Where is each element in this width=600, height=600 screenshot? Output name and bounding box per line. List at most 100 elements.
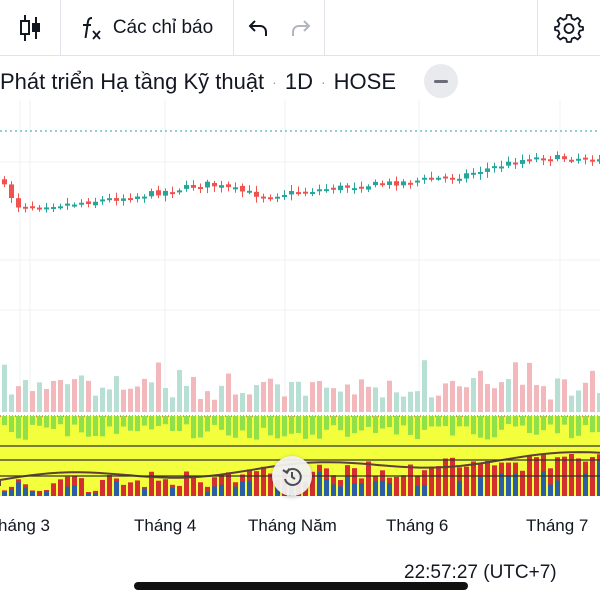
price-chart[interactable] [0,100,600,512]
candle [457,178,462,181]
volume-bar [352,394,357,412]
oscillator-bar [121,416,126,427]
candle [492,166,497,169]
volume-bar [114,376,119,412]
candle [226,184,231,188]
candle [345,185,350,188]
candle [205,181,210,188]
volume-bar [541,386,546,412]
candle [359,186,364,189]
candle [100,199,105,202]
volume-bar [282,396,287,412]
undo-button[interactable] [234,0,280,55]
candle [436,177,441,180]
oscillator-bar [51,416,56,429]
symbol-interval: 1D [284,69,313,94]
oscillator-bar [23,416,28,440]
oscillator-bar [9,416,14,433]
settings-button[interactable] [538,0,600,55]
volume-bar [65,384,70,412]
oscillator-bar [65,476,70,496]
volume-bar [254,385,259,412]
candle [212,182,217,187]
oscillator-bar [37,490,42,496]
volume-bar [93,395,98,412]
oscillator-bar [247,416,252,439]
volume-bar [261,381,266,412]
oscillator-bar [114,416,119,434]
oscillator-bar [205,491,210,496]
oscillator-bar [415,416,420,440]
time-tick-label: háng 3 [0,516,50,535]
candle [2,179,7,185]
oscillator-bar [156,416,161,427]
volume-bar [583,382,588,412]
candle [548,159,553,162]
volume-bar [9,394,14,412]
redo-button[interactable] [280,0,324,55]
volume-bar [338,391,343,412]
candle [86,201,91,205]
oscillator-bar [345,476,350,496]
oscillator-bar [275,486,280,496]
volume-bar [135,386,140,412]
candle [51,207,56,210]
oscillator-bar [422,470,427,496]
candle [408,182,413,185]
volume-bar [16,386,21,412]
oscillator-bar [478,416,483,438]
oscillator-bar [310,471,315,496]
oscillator-bar [219,484,224,496]
candle [135,196,140,199]
oscillator-bar [79,416,84,433]
candle [107,198,112,201]
volume-bar [240,393,245,412]
oscillator-bar [359,416,364,431]
candle [121,198,126,201]
candle [44,207,49,210]
volume-bar [317,380,322,412]
volume-bar [289,382,294,412]
oscillator-bar [72,416,77,425]
candle [16,198,21,208]
home-indicator[interactable] [134,582,468,590]
collapse-legend-button[interactable] [424,64,458,98]
oscillator-bar [373,416,378,433]
oscillator-bar [485,416,490,440]
oscillator-bar [401,475,406,496]
oscillator-bar [597,416,600,433]
oscillator-bar [149,471,154,496]
oscillator-bar [324,416,329,430]
reset-chart-button[interactable] [272,456,312,496]
oscillator-bar [569,416,574,439]
oscillator-bar [338,486,343,496]
oscillator-bar [422,485,427,496]
volume-bar [562,379,567,412]
candle [289,190,294,195]
oscillator-bar [240,416,245,431]
oscillator-bar [464,416,469,427]
candle [450,177,455,180]
oscillator-bar [443,416,448,427]
oscillator-bar [72,485,77,496]
oscillator-bar [471,461,476,496]
indicators-label: Các chỉ báo [112,16,214,38]
oscillator-bar [422,416,427,430]
volume-bar [163,388,168,412]
candle [184,185,189,189]
candle [275,196,280,199]
oscillator-bar [177,485,182,496]
oscillator-bar [387,416,392,428]
candlestick-icon [20,14,40,41]
oscillator-bar [513,473,518,496]
candle [163,190,168,196]
oscillator-bar [2,491,7,496]
oscillator-bar [254,416,259,440]
volume-bar [23,380,28,412]
indicators-button[interactable]: Các chỉ báo [61,0,233,55]
chart-type-button[interactable] [0,0,60,55]
time-tick-label: Tháng 7 [526,516,589,535]
volume-bar [576,390,581,412]
oscillator-bar [576,458,581,496]
oscillator-bar [485,460,490,496]
